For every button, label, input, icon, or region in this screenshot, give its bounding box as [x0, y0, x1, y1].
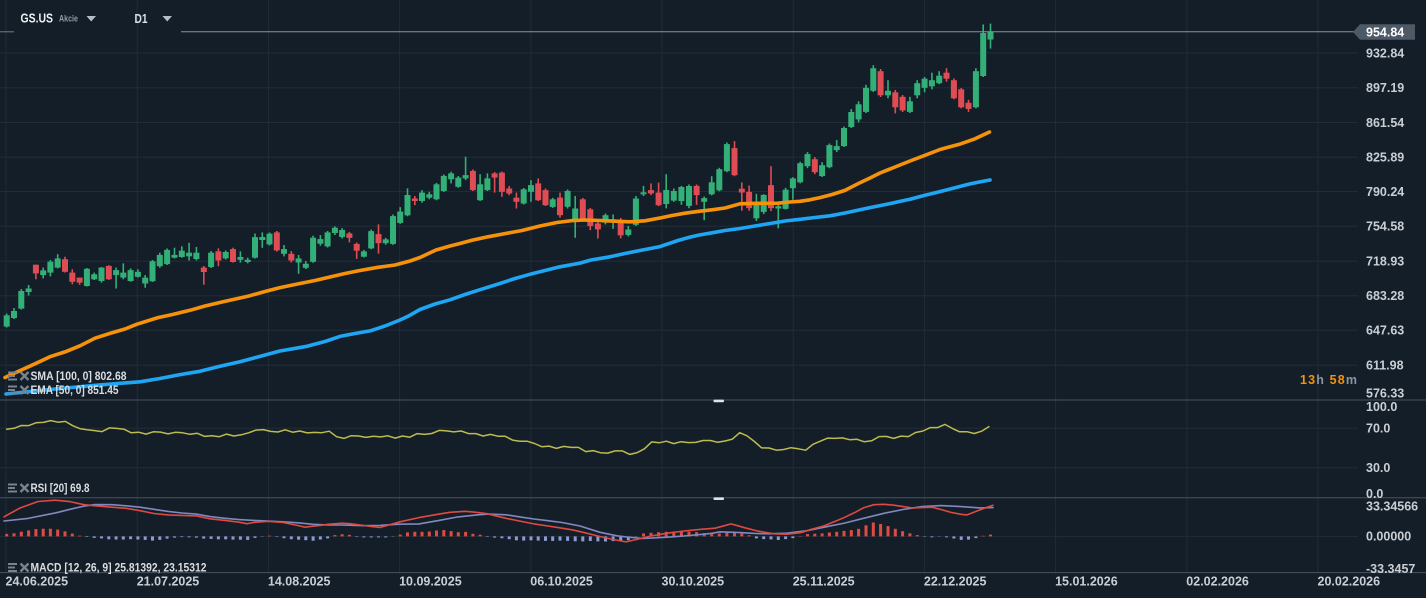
svg-text:100.0: 100.0 — [1366, 400, 1397, 414]
svg-text:611.98: 611.98 — [1366, 359, 1404, 373]
svg-text:932.84: 932.84 — [1366, 46, 1404, 60]
svg-text:70.0: 70.0 — [1366, 422, 1390, 436]
svg-text:MACD [12, 26, 9] 25.81392, 23: MACD [12, 26, 9] 25.81392, 23.15312 — [31, 563, 207, 575]
svg-text:647.63: 647.63 — [1366, 324, 1404, 338]
svg-text:SMA [100, 0] 802.68: SMA [100, 0] 802.68 — [31, 371, 128, 383]
svg-text:25.11.2025: 25.11.2025 — [793, 575, 855, 589]
svg-text:33.34566: 33.34566 — [1366, 500, 1418, 514]
svg-text:30.10.2025: 30.10.2025 — [662, 575, 725, 589]
svg-text:0.0: 0.0 — [1366, 487, 1383, 501]
svg-text:718.93: 718.93 — [1366, 255, 1404, 269]
svg-text:21.07.2025: 21.07.2025 — [137, 575, 200, 589]
svg-text:GS.US: GS.US — [21, 12, 54, 26]
svg-text:Akcie: Akcie — [59, 14, 78, 25]
svg-text:22.12.2025: 22.12.2025 — [924, 575, 987, 589]
svg-text:954.84: 954.84 — [1366, 25, 1404, 39]
svg-text:02.02.2026: 02.02.2026 — [1186, 575, 1249, 589]
svg-text:D1: D1 — [135, 12, 148, 26]
svg-text:24.06.2025: 24.06.2025 — [6, 575, 69, 589]
svg-text:15.01.2026: 15.01.2026 — [1055, 575, 1118, 589]
svg-text:EMA [50, 0] 851.45: EMA [50, 0] 851.45 — [31, 385, 120, 397]
svg-text:683.28: 683.28 — [1366, 289, 1404, 303]
svg-text:06.10.2025: 06.10.2025 — [530, 575, 593, 589]
svg-text:897.19: 897.19 — [1366, 81, 1404, 95]
svg-text:RSI [20] 69.8: RSI [20] 69.8 — [31, 483, 91, 495]
svg-text:576.33: 576.33 — [1366, 387, 1404, 401]
svg-text:825.89: 825.89 — [1366, 151, 1404, 165]
svg-text:30.0: 30.0 — [1366, 461, 1390, 475]
svg-text:0.00000: 0.00000 — [1366, 530, 1411, 544]
svg-text:14.08.2025: 14.08.2025 — [268, 575, 331, 589]
svg-text:13h 58m: 13h 58m — [1300, 373, 1357, 387]
svg-text:790.24: 790.24 — [1366, 185, 1404, 199]
svg-text:754.58: 754.58 — [1366, 220, 1404, 234]
svg-text:20.02.2026: 20.02.2026 — [1318, 575, 1381, 589]
svg-text:861.54: 861.54 — [1366, 116, 1404, 130]
svg-text:10.09.2025: 10.09.2025 — [399, 575, 462, 589]
svg-text:-33.3457: -33.3457 — [1366, 562, 1415, 576]
